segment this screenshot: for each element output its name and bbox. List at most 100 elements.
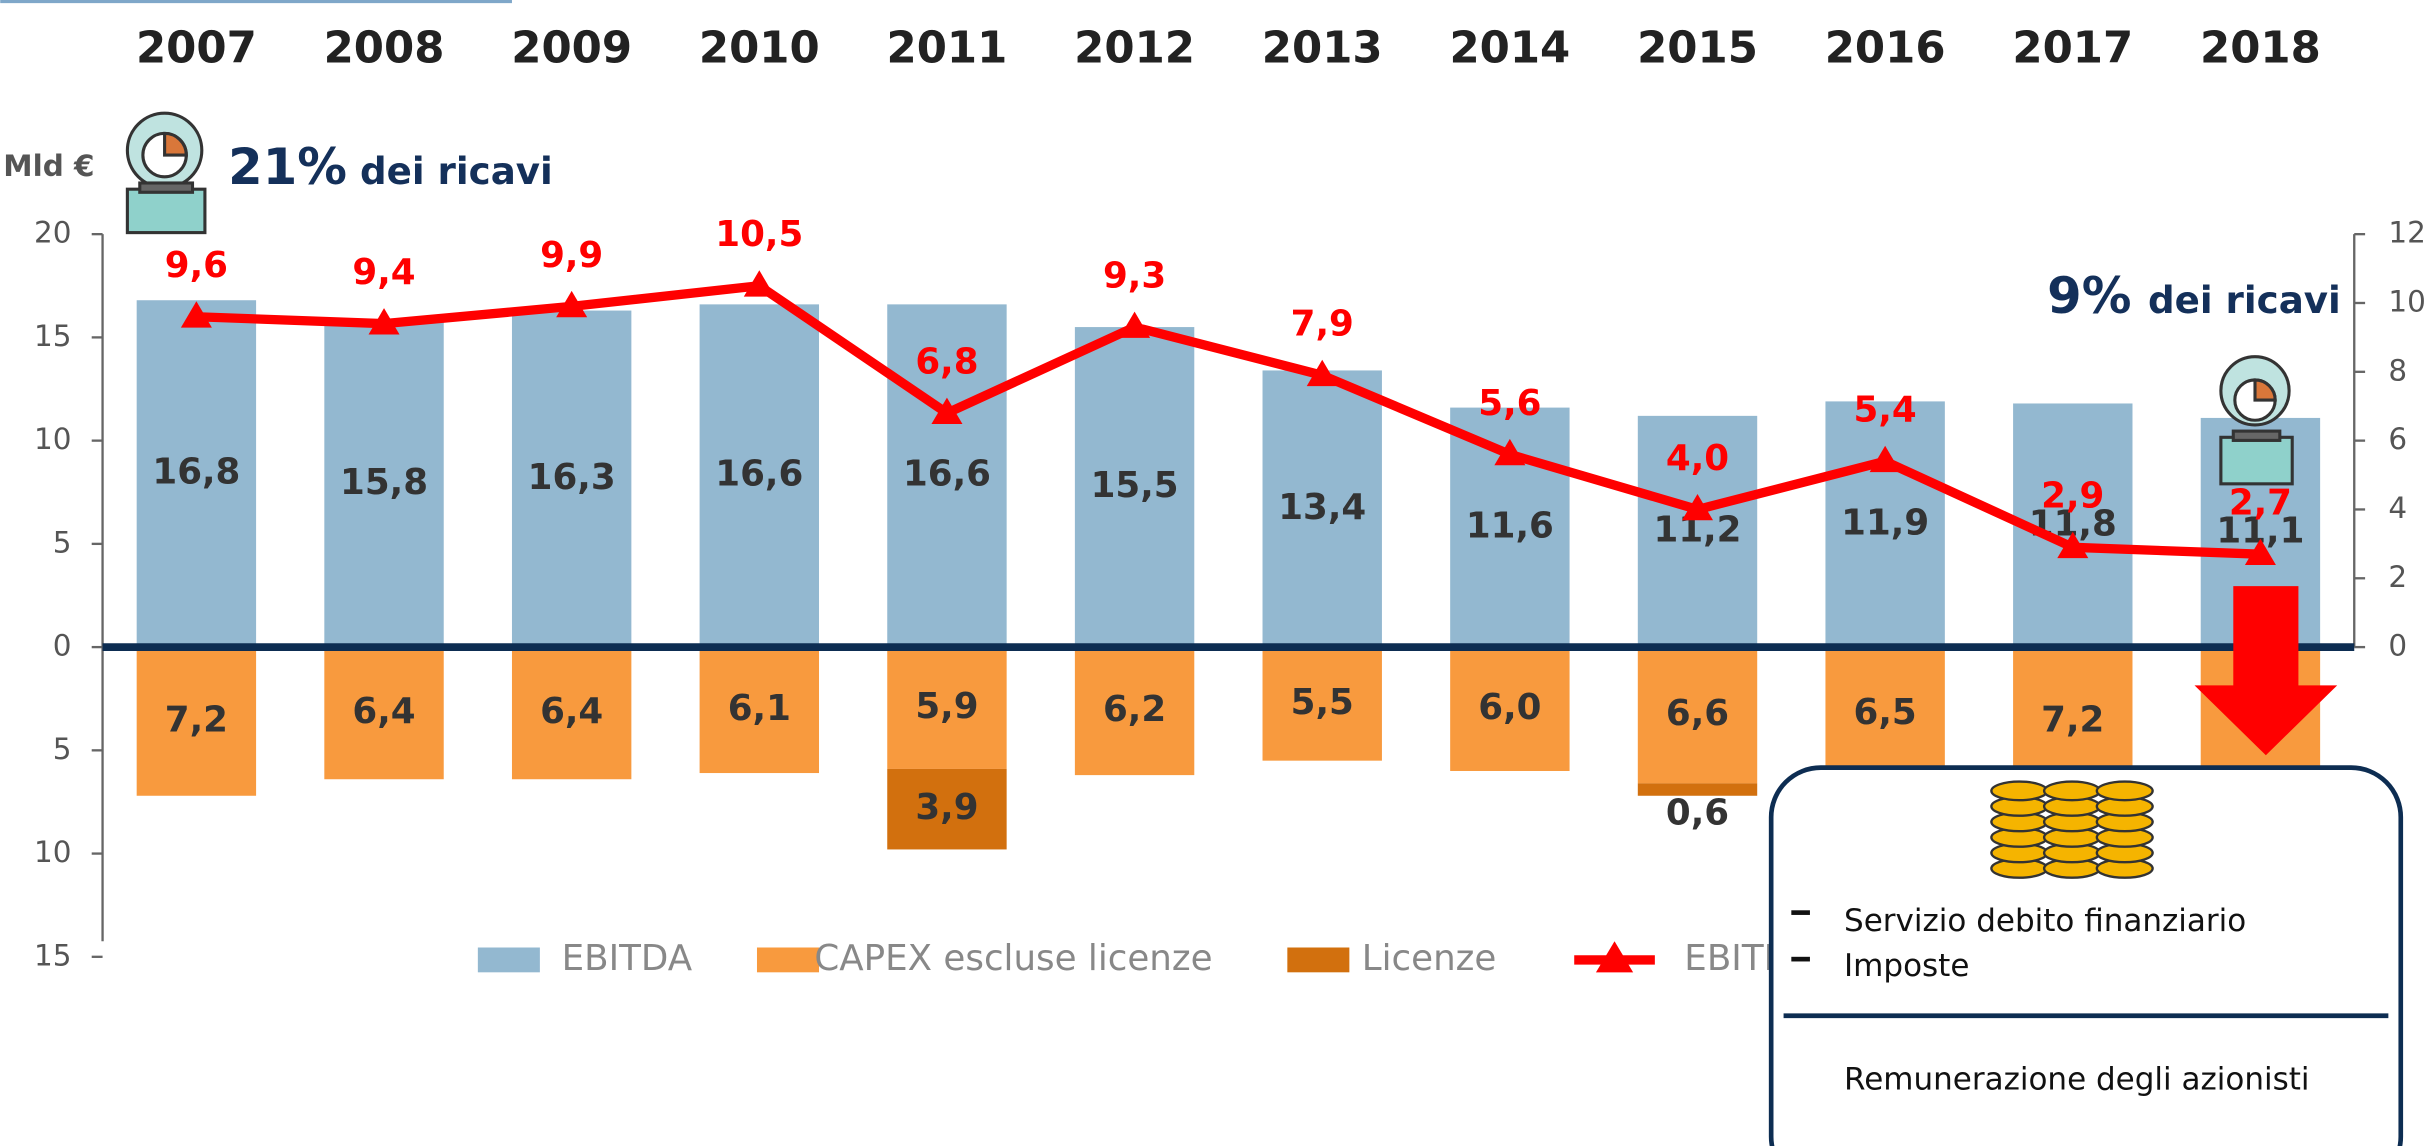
data-label: 7,2 (2041, 699, 2104, 740)
legend-swatch (1595, 941, 1634, 973)
data-label: 16,3 (528, 457, 616, 498)
line-marker (2057, 531, 2089, 559)
y-tick-label: 15 (34, 938, 71, 972)
y2-tick-label: 6 (2388, 422, 2407, 456)
bar (1262, 647, 1382, 761)
bar (511, 310, 632, 648)
bar (1262, 370, 1382, 648)
data-label: 2,7 (2229, 483, 2292, 524)
y-tick-label: 10 (34, 422, 71, 456)
x-tick-label: 2017 (2012, 24, 2133, 74)
bar (1637, 783, 1758, 796)
y2-tick-label: 4 (2388, 491, 2407, 525)
bar (324, 320, 444, 648)
line-marker (1494, 438, 1526, 466)
bar (1637, 647, 1758, 784)
data-label: 10,5 (715, 214, 803, 255)
data-label: 5,4 (1854, 390, 1917, 431)
x-tick-label: 2008 (324, 24, 445, 74)
scale-icon (125, 111, 207, 235)
data-label: 5,9 (915, 686, 978, 727)
y-tick-label: 10 (34, 835, 71, 869)
data-label: 6,8 (915, 341, 978, 382)
annotation-text: dei ricavi (2148, 278, 2341, 322)
data-label: 16,6 (715, 454, 803, 495)
line-marker (2244, 538, 2276, 566)
data-label: 4,0 (1666, 438, 1729, 479)
data-label: 6,6 (1666, 693, 1729, 734)
data-label: 11,6 (1466, 505, 1554, 546)
data-label: 9,4 (352, 252, 415, 293)
y-tick-label: 20 (34, 216, 71, 250)
data-label: 16,8 (152, 452, 240, 493)
bar (699, 647, 820, 774)
unit-label: Mld € (3, 149, 94, 183)
annotation-value: 9% (2047, 267, 2131, 325)
data-label: 13,4 (1278, 487, 1366, 528)
bullet (1791, 956, 1810, 962)
x-tick-label: 2009 (511, 24, 632, 74)
data-label: 6,1 (728, 688, 791, 729)
data-label: 16,6 (903, 454, 991, 495)
bullet (1791, 910, 1810, 915)
y-tick-label: 0 (53, 629, 72, 663)
bar (1450, 647, 1570, 771)
x-tick-label: 2015 (1637, 24, 1758, 74)
x-tick-label: 2016 (1825, 24, 1946, 74)
x-tick-label: 2018 (2200, 24, 2321, 74)
data-label: 0,6 (1666, 792, 1729, 833)
bar (887, 768, 1007, 850)
y2-tick-label: 2 (2388, 560, 2407, 594)
y2-tick-label: 10 (2388, 284, 2425, 318)
data-label: 3,9 (915, 787, 978, 828)
bar (1074, 647, 1195, 776)
line-marker (180, 301, 212, 328)
line (196, 281, 2261, 559)
callout-box (1768, 765, 2404, 1146)
line-marker (1869, 445, 1901, 473)
x-tick-label: 2011 (887, 24, 1008, 74)
legend-swatch (477, 947, 540, 973)
down-arrow (2194, 586, 2338, 756)
bar (511, 647, 632, 780)
callout-footer: Remunerazione degli azionisti (1844, 1061, 2309, 1097)
data-label: 6,0 (1478, 687, 1541, 728)
bar (324, 647, 444, 780)
legend-swatch (756, 947, 820, 973)
data-label: 9,3 (1103, 255, 1166, 296)
x-tick-label: 2010 (699, 24, 820, 74)
legend-swatch (1287, 947, 1350, 973)
data-label: 9,6 (165, 245, 228, 286)
line-marker (931, 397, 963, 424)
scale-icon (2219, 355, 2294, 486)
data-label: 5,6 (1478, 383, 1541, 424)
y-tick-label: 15 (34, 319, 71, 353)
data-label: 15,5 (1091, 465, 1179, 506)
legend-label: CAPEX escluse licenze (814, 938, 1212, 979)
legend-label: EBITDA (562, 938, 693, 979)
annotation-value: 21% (228, 138, 347, 196)
data-label: 11,9 (1841, 502, 1929, 543)
bar (887, 647, 1007, 769)
data-label: 6,2 (1103, 689, 1166, 730)
data-label: 7,2 (165, 699, 228, 740)
bar (1825, 401, 1945, 648)
data-label: 2,9 (2041, 476, 2104, 517)
line-marker (368, 308, 400, 335)
bar (136, 647, 257, 796)
x-tick-label: 2014 (1449, 24, 1570, 74)
data-label: 9,9 (540, 235, 603, 276)
bar (1074, 327, 1195, 648)
data-label: 6,5 (1854, 692, 1917, 733)
y2-tick-label: 12 (2388, 216, 2425, 250)
y2-tick-label: 8 (2388, 353, 2407, 387)
x-tick-label: 2013 (1262, 24, 1383, 74)
data-label: 15,8 (340, 462, 428, 503)
bar (699, 304, 820, 648)
bar (887, 304, 1007, 648)
bar (1637, 415, 1758, 648)
x-tick-label: 2007 (136, 24, 257, 74)
y2-tick-label: 0 (2388, 629, 2407, 663)
legend-label: Licenze (1362, 938, 1497, 979)
